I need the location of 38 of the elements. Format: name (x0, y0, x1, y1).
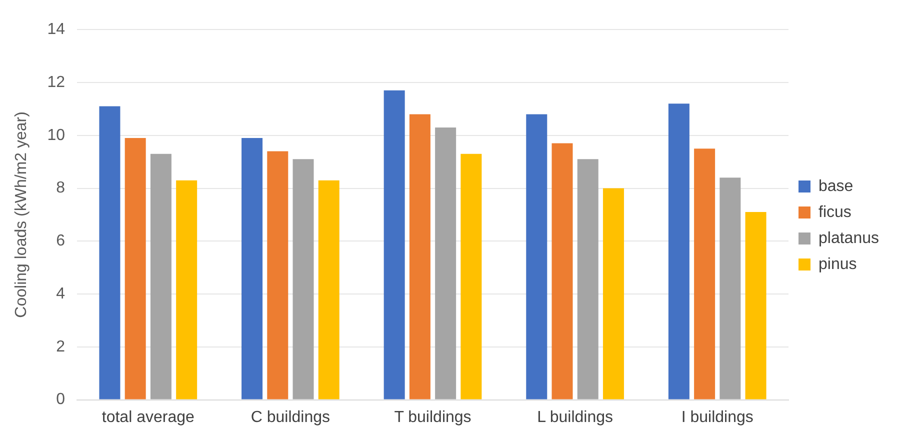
y-tick-label: 8 (56, 180, 66, 197)
bar (668, 104, 690, 400)
bar (384, 90, 405, 400)
y-tick-label: 2 (56, 338, 66, 356)
bar (318, 180, 340, 400)
legend-label: ficus (818, 204, 852, 221)
y-tick-label: 12 (47, 74, 66, 91)
bar (526, 114, 548, 400)
legend-label: base (818, 178, 854, 195)
x-tick-label: C buildings (250, 408, 330, 426)
bar (267, 151, 288, 400)
legend-label: pinus (818, 256, 857, 273)
y-tick-label: 10 (47, 126, 66, 144)
y-tick-label: 4 (56, 285, 66, 302)
bar (720, 178, 741, 400)
bar (694, 148, 716, 400)
x-tick-label: total average (102, 408, 194, 426)
y-axis-title: Cooling loads (kWh/m2 year) (13, 112, 30, 318)
y-tick-label: 6 (56, 232, 66, 250)
bar (745, 212, 766, 400)
x-tick-label: I buildings (681, 408, 754, 426)
bar (435, 127, 456, 400)
bar (409, 114, 430, 400)
y-tick-label: 0 (56, 391, 66, 408)
bar (460, 154, 482, 400)
bar (124, 138, 146, 400)
bar (176, 180, 198, 400)
x-tick-label: T buildings (394, 408, 472, 426)
x-tick-label: L buildings (537, 408, 614, 426)
bar (242, 138, 263, 400)
bar (577, 159, 598, 400)
y-tick-label: 14 (47, 21, 66, 38)
bar (292, 159, 314, 400)
bar (99, 106, 120, 400)
bar (150, 154, 172, 400)
bar (602, 188, 624, 400)
bar (552, 143, 573, 400)
legend-label: platanus (818, 230, 880, 247)
